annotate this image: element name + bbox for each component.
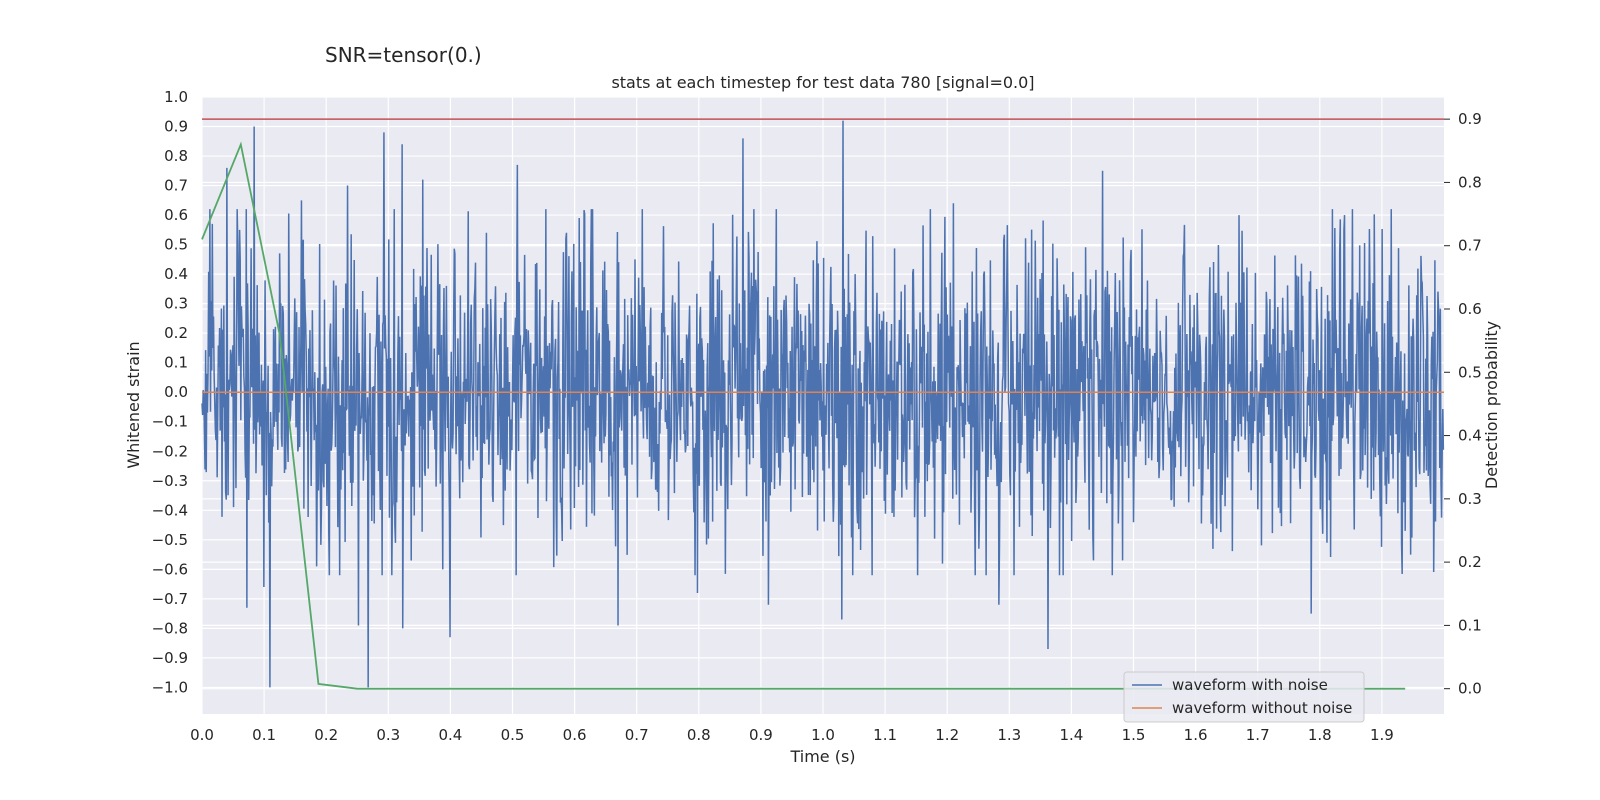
x-tick-label: 0.7: [625, 726, 649, 744]
x-tick-label: 0.3: [376, 726, 400, 744]
x-tick-label: 1.4: [1059, 726, 1083, 744]
right-tick-label: 0.5: [1458, 363, 1482, 381]
right-tick-label: 0.0: [1458, 680, 1482, 698]
x-tick-label: 0.5: [501, 726, 525, 744]
x-tick-label: 1.5: [1122, 726, 1146, 744]
right-tick-label: 0.3: [1458, 490, 1482, 508]
x-tick-label: 1.6: [1184, 726, 1208, 744]
left-tick-label: −0.7: [152, 590, 188, 608]
x-tick-label: 0.4: [438, 726, 462, 744]
x-tick-label: 0.6: [563, 726, 587, 744]
right-tick-label: 0.6: [1458, 300, 1482, 318]
x-tick-label: 0.8: [687, 726, 711, 744]
right-tick-label: 0.7: [1458, 237, 1482, 255]
legend: waveform with noise waveform without noi…: [1123, 671, 1365, 723]
left-tick-label: 0.1: [164, 354, 188, 372]
left-tick-label: −0.6: [152, 560, 188, 578]
x-tick-label: 1.1: [873, 726, 897, 744]
right-tick-label: 0.8: [1458, 173, 1482, 191]
left-tick-label: 0.6: [164, 206, 188, 224]
x-tick-label: 0.0: [190, 726, 214, 744]
x-tick-label: 1.7: [1246, 726, 1270, 744]
left-tick-label: 0.8: [164, 147, 188, 165]
right-tick-label: 0.2: [1458, 553, 1482, 571]
left-tick-label: −0.9: [152, 649, 188, 667]
x-axis-label: Time (s): [789, 747, 855, 766]
legend-box: [1123, 671, 1365, 723]
left-tick-label: 0.2: [164, 324, 188, 342]
x-tick-label: 1.2: [935, 726, 959, 744]
x-tick-label: 0.1: [252, 726, 276, 744]
x-axis-ticks: 0.0 0.1 0.2 0.3 0.4 0.5 0.6 0.7 0.8 0.9 1.0 1.1 1.2 1…: [190, 726, 1394, 744]
left-tick-label: 0.4: [164, 265, 188, 283]
left-tick-label: −0.5: [152, 531, 188, 549]
x-tick-label: 1.8: [1308, 726, 1332, 744]
left-tick-label: 0.7: [164, 177, 188, 195]
left-tick-label: −0.1: [152, 413, 188, 431]
left-tick-label: −0.8: [152, 619, 188, 637]
left-tick-label: −0.4: [152, 501, 188, 519]
x-tick-label: 1.9: [1370, 726, 1394, 744]
right-axis-ticks: 0.9 0.8 0.7 0.6 0.5 0.4 0.3 0.2 0.1 0.0: [1444, 110, 1482, 698]
left-tick-label: 0.9: [164, 118, 188, 136]
right-tick-label: 0.9: [1458, 110, 1482, 128]
left-tick-label: 1.0: [164, 88, 188, 106]
left-axis-label: Whitened strain: [124, 341, 143, 468]
left-tick-label: −0.2: [152, 442, 188, 460]
left-tick-label: −0.3: [152, 472, 188, 490]
left-tick-label: 0.5: [164, 236, 188, 254]
chart-title: stats at each timestep for test data 780…: [611, 73, 1034, 92]
waveform-with-noise-line: [201, 120, 1445, 688]
x-tick-label: 1.0: [811, 726, 835, 744]
right-tick-label: 0.1: [1458, 616, 1482, 634]
left-tick-label: 0.0: [164, 383, 188, 401]
left-tick-label: 0.3: [164, 295, 188, 313]
right-axis-label: Detection probability: [1482, 321, 1501, 489]
legend-label-clean: waveform without noise: [1172, 699, 1352, 717]
x-tick-label: 0.9: [749, 726, 773, 744]
legend-label-noisy: waveform with noise: [1172, 676, 1328, 694]
x-tick-label: 1.3: [997, 726, 1021, 744]
x-tick-label: 0.2: [314, 726, 338, 744]
left-tick-label: −1.0: [152, 678, 188, 696]
suptitle: SNR=tensor(0.): [325, 43, 482, 67]
left-axis-ticks: 1.0 0.9 0.8 0.7 0.6 0.5 0.4 0.3 0.2 0.1 0.0 −0.1 −0.…: [152, 88, 188, 696]
right-tick-label: 0.4: [1458, 427, 1482, 445]
waveform-with-noise-series: [201, 120, 1445, 688]
